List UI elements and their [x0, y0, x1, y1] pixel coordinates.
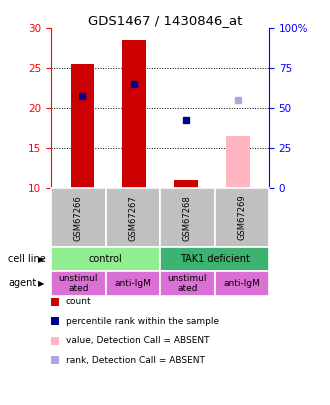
Text: unstimul
ated: unstimul ated	[59, 274, 98, 293]
Text: rank, Detection Call = ABSENT: rank, Detection Call = ABSENT	[66, 356, 205, 364]
Text: ▶: ▶	[38, 255, 45, 264]
Bar	[174, 180, 198, 188]
Text: GSM67266: GSM67266	[74, 195, 83, 241]
Text: anti-IgM: anti-IgM	[115, 279, 151, 288]
Text: cell line: cell line	[8, 254, 46, 264]
Bar	[226, 136, 249, 188]
Text: GSM67267: GSM67267	[128, 195, 137, 241]
Text: percentile rank within the sample: percentile rank within the sample	[66, 317, 219, 326]
Text: TAK1 deficient: TAK1 deficient	[180, 254, 249, 264]
Text: value, Detection Call = ABSENT: value, Detection Call = ABSENT	[66, 336, 210, 345]
Text: agent: agent	[8, 279, 37, 288]
Text: ▶: ▶	[38, 279, 45, 288]
Text: GDS1467 / 1430846_at: GDS1467 / 1430846_at	[88, 14, 242, 27]
Text: anti-IgM: anti-IgM	[223, 279, 260, 288]
Bar	[122, 40, 146, 188]
Text: control: control	[89, 254, 122, 264]
Text: GSM67269: GSM67269	[237, 195, 246, 241]
Text: unstimul
ated: unstimul ated	[168, 274, 207, 293]
Text: count: count	[66, 297, 92, 306]
Text: GSM67268: GSM67268	[183, 195, 192, 241]
Bar	[71, 64, 94, 188]
